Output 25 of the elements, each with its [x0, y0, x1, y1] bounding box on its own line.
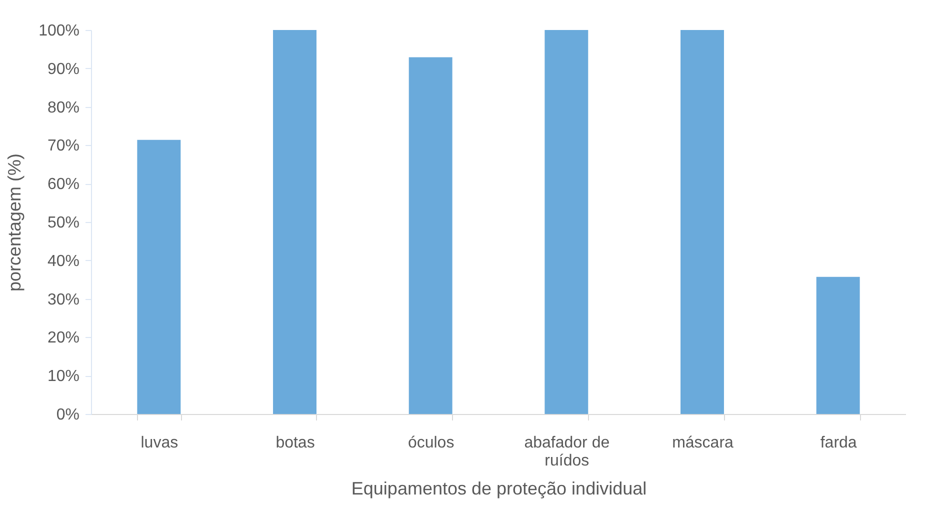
y-tick-label: 100%: [38, 22, 80, 40]
y-tick-label: 50%: [47, 214, 80, 232]
x-axis-title: Equipamentos de proteção individual: [351, 478, 647, 498]
y-tick-label: 90%: [47, 60, 80, 78]
y-tick-label: 0%: [56, 406, 80, 424]
bar: [544, 30, 588, 414]
bar: [137, 140, 181, 414]
x-tick-label: abafador de ruídos: [524, 434, 610, 470]
bar: [816, 276, 860, 414]
y-tick-label: 70%: [47, 138, 80, 155]
bar: [273, 30, 316, 414]
x-tick-label: farda: [820, 434, 857, 452]
bar: [408, 57, 452, 414]
x-tick-label: botas: [276, 434, 315, 452]
y-tick-label: 30%: [47, 291, 80, 308]
y-tick-label: 60%: [47, 176, 80, 194]
x-tick-label: óculos: [408, 434, 454, 452]
y-tick-label: 40%: [47, 252, 80, 270]
y-tick-label: 20%: [47, 330, 80, 347]
y-tick-label: 10%: [47, 368, 80, 386]
bar: [680, 30, 724, 414]
x-tick-label: máscara: [672, 434, 734, 452]
y-axis-title: porcentagem (%): [4, 153, 25, 292]
x-tick-label: luvas: [140, 434, 178, 452]
y-tick-label: 80%: [47, 99, 80, 116]
